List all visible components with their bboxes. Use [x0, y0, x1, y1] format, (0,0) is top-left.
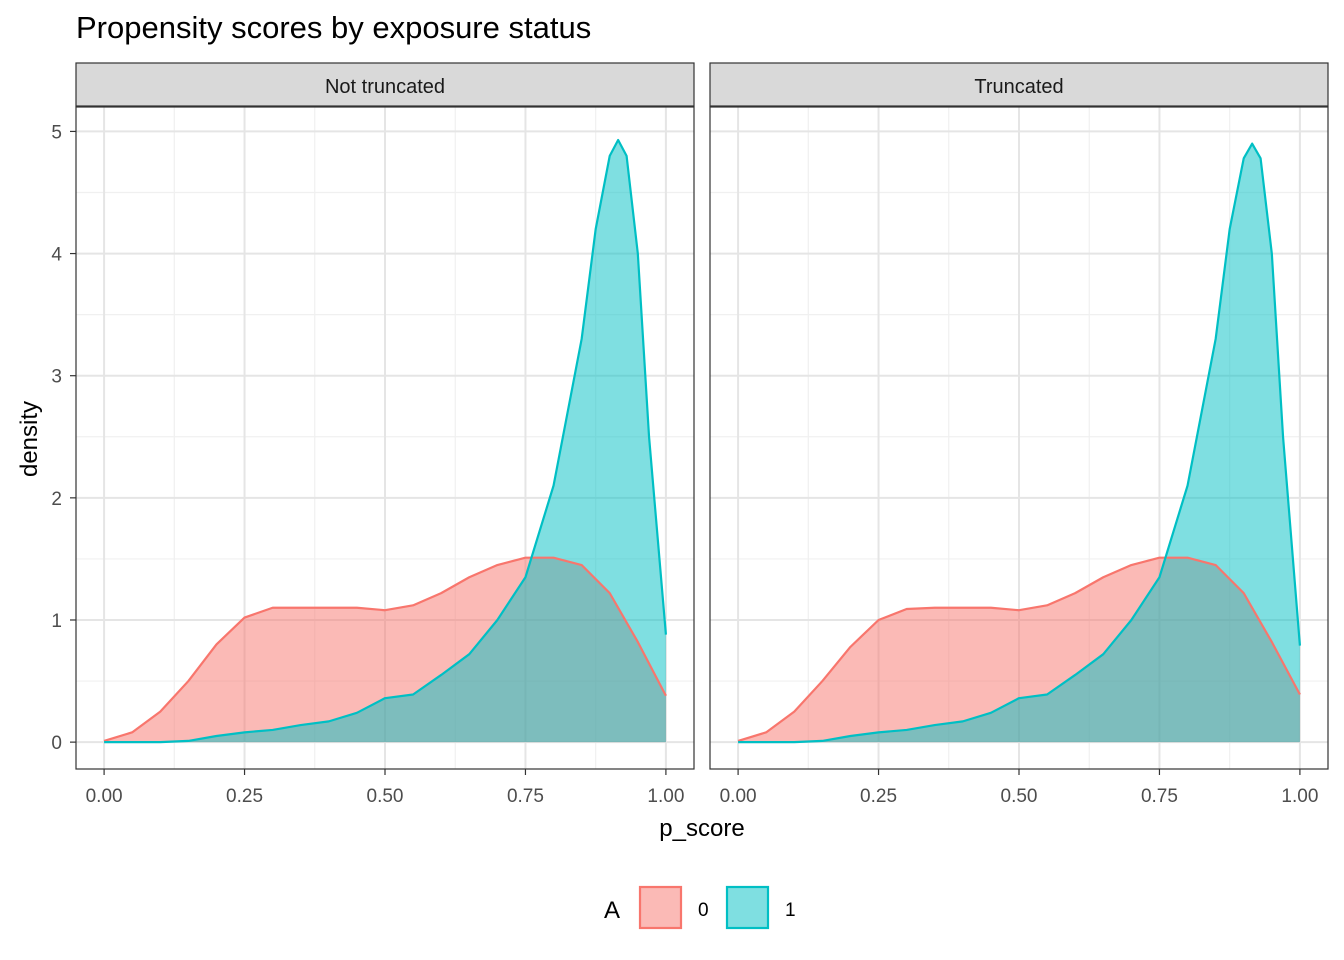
panel-strip-label: Not truncated [325, 76, 445, 98]
x-tick-label: 1.00 [1281, 786, 1318, 807]
y-tick-label: 4 [51, 245, 62, 266]
x-tick-label: 0.25 [860, 786, 897, 807]
x-tick-label: 0.50 [1001, 786, 1038, 807]
density-area-1 [104, 139, 666, 743]
panel-strip [709, 62, 1329, 107]
legend-key-1 [725, 885, 770, 930]
y-tick-label: 3 [51, 367, 62, 388]
legend-label-0: 0 [698, 900, 709, 921]
legend-label-1: 1 [785, 900, 796, 921]
y-tick-label: 5 [51, 122, 62, 143]
panels: Not truncated 0.00 0.25 0.50 0.75 1.00 0 1 2 3 4 5 T… [51, 62, 1329, 807]
panel-strip-label: Truncated [974, 76, 1063, 98]
x-axis-title: p_score [659, 815, 744, 842]
density-line-0 [737, 556, 1301, 742]
x-tick-label: 0.00 [720, 786, 757, 807]
panel-strip [75, 62, 695, 107]
y-tick-label: 0 [51, 733, 62, 754]
x-tick-label: 0.50 [367, 786, 404, 807]
y-axis-title: density [16, 401, 43, 477]
x-tick-label: 1.00 [647, 786, 684, 807]
x-tick-label: 0.75 [507, 786, 544, 807]
x-tick-label: 0.00 [86, 786, 123, 807]
x-tick-label: 0.25 [226, 786, 263, 807]
panel-1: Not truncated 0.00 0.25 0.50 0.75 1.00 0 1 2 3 4 5 [51, 62, 695, 807]
chart-title: Propensity scores by exposure status [76, 10, 591, 45]
legend-title: A [604, 897, 620, 924]
density-line-1 [104, 138, 668, 744]
density-area-1 [738, 143, 1300, 743]
panel-2: Truncated 0.00 0.25 0.50 0.75 1.00 [709, 62, 1329, 807]
legend-key-0 [638, 885, 683, 930]
y-tick-label: 2 [51, 489, 62, 510]
density-line-1 [738, 142, 1302, 744]
x-tick-label: 0.75 [1141, 786, 1178, 807]
density-line-0 [103, 556, 667, 742]
y-tick-label: 1 [51, 611, 62, 632]
